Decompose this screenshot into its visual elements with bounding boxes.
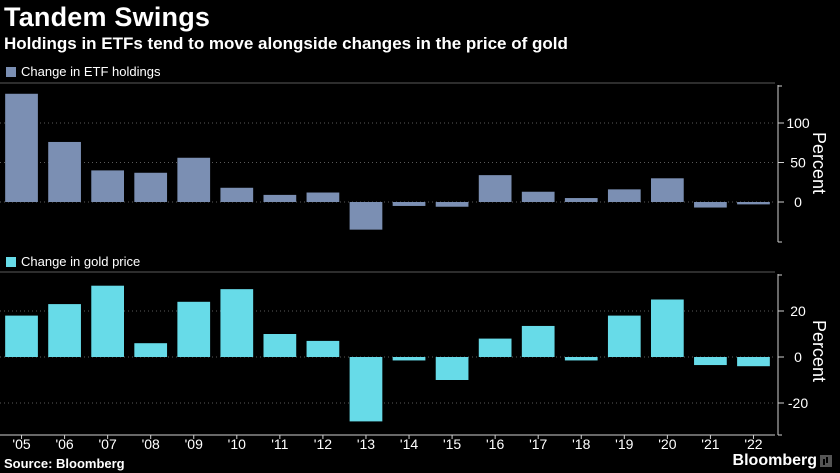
x-tick-label-'05: '05 [12, 436, 30, 452]
y-tick-label-gold-0: 0 [794, 349, 802, 365]
x-tick-label-'09: '09 [185, 436, 203, 452]
legend-label-gold: Change in gold price [21, 254, 141, 269]
bar-gold-'08 [134, 343, 168, 357]
x-tick-label-'19: '19 [615, 436, 633, 452]
x-tick-label-'11: '11 [271, 436, 288, 452]
bar-etf-'19 [607, 189, 641, 202]
bar-gold-'22 [737, 357, 770, 367]
bar-etf-'16 [478, 175, 512, 202]
x-tick-label-'17: '17 [529, 436, 547, 452]
x-tick-label-'13: '13 [357, 436, 375, 452]
bar-etf-'14 [392, 202, 426, 206]
x-tick-label-'10: '10 [228, 436, 246, 452]
bar-etf-'10 [220, 187, 254, 202]
bar-etf-'09 [177, 157, 211, 202]
x-tick-label-'15: '15 [443, 436, 461, 452]
x-tick-label-'18: '18 [572, 436, 590, 452]
bar-gold-'07 [91, 285, 124, 357]
bar-gold-'20 [651, 299, 684, 357]
bar-chart-icon [820, 455, 832, 467]
bar-gold-'09 [177, 301, 211, 357]
x-tick-label-'12: '12 [314, 436, 332, 452]
bar-etf-'20 [651, 178, 684, 202]
legend-swatch-etf [6, 66, 16, 77]
x-tick-label-'06: '06 [55, 436, 73, 452]
bar-etf-'05 [5, 93, 38, 202]
legend-gold-price: Change in gold price [6, 254, 140, 269]
y-tick-label-etf-0: 0 [794, 194, 802, 210]
x-tick-label-'20: '20 [658, 436, 676, 452]
x-tick-label-'22: '22 [744, 436, 762, 452]
bar-etf-'06 [48, 141, 81, 202]
x-tick-label-'16: '16 [486, 436, 504, 452]
bar-etf-'12 [306, 192, 340, 202]
bar-etf-'17 [521, 191, 555, 202]
chart-subtitle: Holdings in ETFs tend to move alongside … [4, 34, 568, 53]
bar-gold-'18 [564, 357, 598, 361]
bar-etf-'22 [737, 202, 770, 205]
source-note: Source: Bloomberg [4, 456, 125, 471]
bar-gold-'06 [48, 304, 81, 357]
bar-gold-'10 [220, 289, 254, 357]
bar-etf-'08 [134, 172, 168, 202]
bar-gold-'14 [392, 357, 426, 361]
bloomberg-logo: Bloomberg [733, 452, 832, 470]
x-tick-label-'07: '07 [99, 436, 117, 452]
bar-gold-'05 [5, 315, 38, 357]
bar-etf-'13 [349, 202, 383, 230]
x-tick-label-'14: '14 [400, 436, 418, 452]
bar-etf-'07 [91, 170, 124, 202]
bar-gold-'21 [694, 357, 727, 366]
y-tick-label-etf-50: 50 [790, 155, 806, 171]
bar-gold-'16 [478, 338, 512, 357]
bar-gold-'13 [349, 357, 383, 422]
x-tick-label-'08: '08 [142, 436, 160, 452]
y-tick-label-etf-100: 100 [786, 115, 810, 131]
bar-etf-'18 [564, 198, 598, 202]
legend-etf-holdings: Change in ETF holdings [6, 64, 160, 79]
bar-etf-'15 [435, 202, 469, 207]
chart-title: Tandem Swings [4, 2, 211, 32]
bar-gold-'12 [306, 340, 340, 357]
y-tick-label-gold-20: 20 [790, 303, 806, 319]
bar-gold-'11 [263, 334, 297, 357]
legend-label-etf: Change in ETF holdings [21, 64, 161, 79]
bar-gold-'17 [521, 325, 555, 357]
legend-swatch-gold [6, 256, 16, 267]
x-tick-label-'21: '21 [701, 436, 719, 452]
brand-label: Bloomberg [732, 452, 817, 469]
bar-etf-'21 [694, 202, 727, 208]
bar-gold-'19 [607, 315, 641, 357]
bar-etf-'11 [263, 194, 297, 202]
y-tick-label-gold--20: -20 [788, 395, 808, 411]
bar-gold-'15 [435, 357, 469, 380]
